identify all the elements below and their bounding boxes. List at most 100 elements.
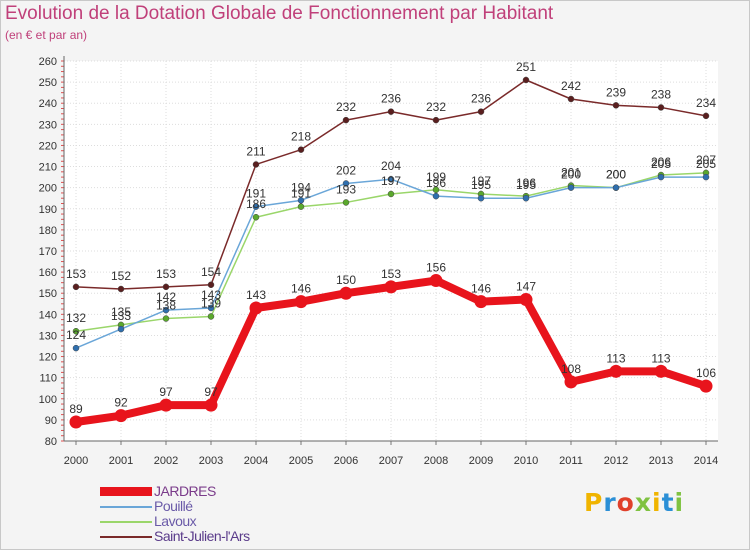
data-point — [654, 364, 668, 378]
y-tick-label: 250 — [39, 77, 57, 89]
y-tick-label: 170 — [39, 246, 57, 258]
data-point — [387, 190, 395, 198]
y-tick-label: 200 — [39, 183, 57, 195]
data-point — [69, 415, 83, 429]
data-label: 194 — [291, 180, 311, 194]
data-label: 251 — [516, 60, 536, 74]
grid — [64, 60, 718, 442]
chart-subtitle: (en € et par an) — [5, 28, 88, 42]
data-point — [162, 315, 170, 322]
data-label: 156 — [426, 261, 446, 275]
data-label: 147 — [516, 280, 536, 294]
data-point — [204, 398, 218, 412]
data-label: 146 — [291, 282, 311, 296]
data-label: 206 — [651, 155, 671, 169]
data-label: 197 — [471, 174, 491, 188]
x-tick-label: 2009 — [469, 455, 493, 467]
series-layer — [69, 76, 713, 429]
data-label: 197 — [381, 174, 401, 188]
data-label: 152 — [111, 269, 131, 283]
data-label: 204 — [381, 159, 401, 173]
y-tick-label: 190 — [39, 204, 57, 216]
data-label: 218 — [291, 130, 311, 144]
data-label: 199 — [426, 170, 446, 184]
proxiti-logo: Proxiti — [584, 488, 685, 517]
data-label: 124 — [66, 328, 86, 342]
data-label: 153 — [156, 267, 176, 281]
x-tick-label: 2005 — [289, 455, 313, 467]
y-tick-label: 180 — [39, 225, 57, 237]
data-label: 200 — [561, 168, 581, 182]
data-point — [387, 108, 395, 115]
data-label: 242 — [561, 79, 581, 93]
y-tick-label: 130 — [39, 330, 57, 342]
data-point — [297, 203, 305, 210]
data-point — [342, 116, 350, 124]
data-point — [612, 184, 620, 191]
data-point — [207, 281, 215, 289]
data-label: 205 — [696, 157, 716, 171]
data-label: 153 — [66, 267, 86, 281]
data-label: 236 — [471, 92, 491, 106]
axes: 8090100110120130140150160170180190200210… — [39, 56, 718, 467]
data-label: 150 — [336, 273, 356, 287]
x-tick-label: 2003 — [199, 455, 223, 467]
data-point — [159, 398, 173, 412]
data-label: 211 — [246, 144, 265, 158]
data-label: 196 — [426, 176, 446, 190]
y-tick-label: 240 — [39, 98, 57, 110]
x-tick-label: 2002 — [154, 455, 178, 467]
data-point — [429, 274, 443, 288]
y-tick-label: 110 — [39, 373, 57, 385]
data-label: 133 — [111, 309, 131, 323]
data-point — [342, 199, 350, 206]
data-label: 143 — [246, 288, 266, 302]
data-label: 195 — [516, 178, 536, 192]
data-point — [117, 285, 125, 293]
x-tick-label: 2007 — [379, 455, 403, 467]
legend-swatch — [100, 505, 152, 508]
data-label: 207 — [696, 153, 716, 167]
y-tick-label: 260 — [39, 56, 57, 68]
data-label: 113 — [606, 351, 625, 365]
x-tick-label: 2006 — [334, 455, 358, 467]
data-point — [432, 116, 440, 124]
data-point — [384, 280, 398, 294]
data-point — [207, 304, 215, 312]
legend-item: Pouillé — [100, 499, 250, 514]
y-tick-label: 230 — [39, 119, 57, 131]
data-label: 97 — [204, 385, 218, 399]
data-labels: 153 152 153 154 211 218 232 236 232 236 251 242 239 2… — [66, 60, 716, 416]
legend-swatch — [100, 487, 152, 496]
data-label: 239 — [606, 85, 626, 99]
x-tick-label: 2008 — [424, 455, 448, 467]
data-point — [564, 375, 578, 389]
data-label: 146 — [471, 282, 491, 296]
data-point — [252, 213, 260, 221]
data-label: 200 — [606, 168, 626, 182]
data-point — [702, 173, 710, 181]
legend-label: Pouillé — [154, 498, 193, 514]
legend-item: JARDRES — [100, 484, 250, 499]
x-tick-label: 2012 — [604, 455, 628, 467]
data-point — [72, 327, 80, 335]
data-point — [249, 301, 263, 315]
data-point — [567, 184, 575, 191]
data-label: 135 — [111, 305, 131, 319]
data-point — [252, 203, 260, 210]
data-point — [657, 104, 665, 111]
y-tick-label: 100 — [39, 394, 57, 406]
data-label: 195 — [471, 178, 491, 192]
data-label: 89 — [69, 402, 83, 416]
legend-label: JARDRES — [154, 483, 216, 499]
y-tick-label: 210 — [39, 162, 57, 174]
legend-swatch — [100, 535, 152, 538]
data-label: 186 — [246, 197, 266, 211]
data-point — [72, 283, 80, 291]
data-point — [114, 409, 128, 423]
x-tick-label: 2001 — [109, 455, 133, 467]
y-tick-label: 120 — [39, 352, 57, 364]
data-point — [657, 173, 665, 181]
data-point — [72, 344, 80, 352]
y-tick-label: 160 — [39, 267, 57, 279]
